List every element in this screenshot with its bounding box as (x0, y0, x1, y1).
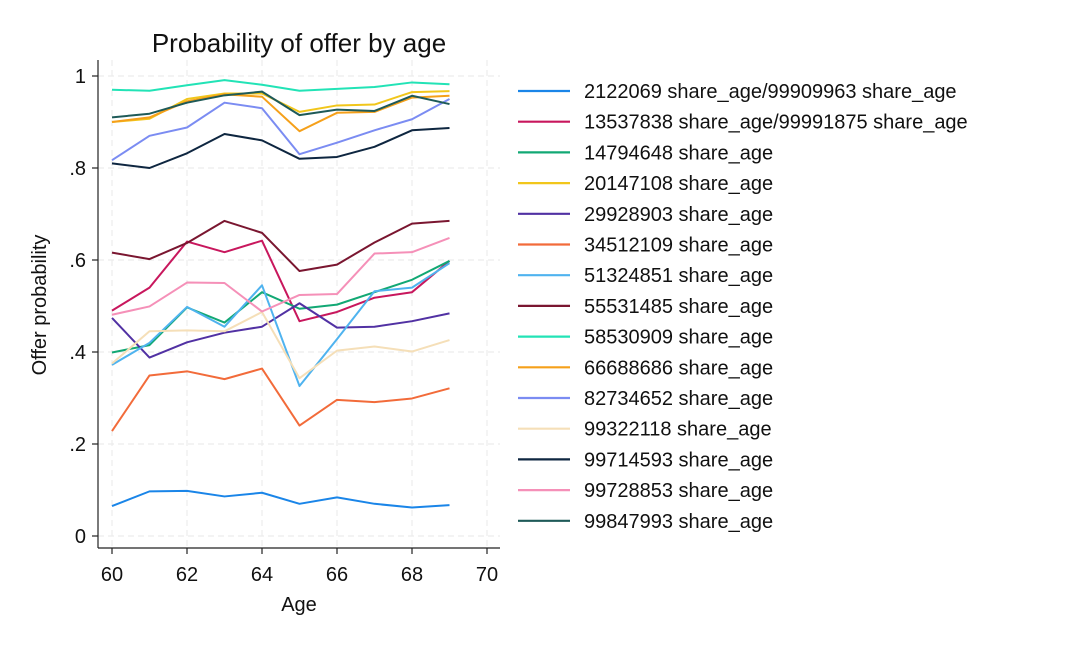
legend-label: 34512109 share_age (584, 235, 773, 257)
legend-label: 55531485 share_age (584, 296, 773, 318)
legend-label: 14794648 share_age (584, 142, 773, 164)
x-tick-label: 66 (326, 564, 348, 586)
legend-item: 99322118 share_age (518, 419, 772, 441)
legend-label: 13537838 share_age/99991875 share_age (584, 112, 968, 134)
legend-item: 99847993 share_age (518, 511, 773, 533)
y-tick-label: .6 (69, 250, 86, 272)
series-line-2 (111, 239, 451, 323)
x-tick-label: 70 (476, 564, 498, 586)
legend-label: 99714593 share_age (584, 449, 773, 471)
series-lines (111, 79, 451, 509)
series-line-8 (111, 219, 450, 273)
legend-label: 20147108 share_age (584, 173, 773, 195)
legend-label: 99728853 share_age (584, 480, 773, 502)
axes: 0 .2 .4 .6 .8 1 60 62 64 66 68 70 (69, 60, 500, 586)
legend-item: 66688686 share_age (518, 357, 773, 379)
series-line-1 (111, 489, 450, 509)
legend-label: 29928903 share_age (584, 204, 773, 226)
legend-item: 58530909 share_age (518, 327, 773, 349)
series-line-5 (111, 302, 450, 359)
legend-item: 20147108 share_age (518, 173, 773, 195)
legend-label: 82734652 share_age (584, 388, 773, 410)
legend: 2122069 share_age/99909963 share_age 1353… (518, 81, 968, 533)
legend-label: 51324851 share_age (584, 265, 773, 287)
legend-label: 99322118 share_age (584, 419, 772, 441)
y-tick-label: .2 (69, 434, 86, 456)
series-line-7 (111, 262, 451, 388)
legend-item: 82734652 share_age (518, 388, 773, 410)
legend-item: 34512109 share_age (518, 235, 773, 257)
y-tick-label: 0 (75, 526, 86, 548)
y-tick-label: 1 (75, 66, 86, 88)
legend-item: 14794648 share_age (518, 142, 773, 164)
legend-label: 58530909 share_age (584, 327, 773, 349)
series-line-12 (111, 310, 450, 380)
x-tick-label: 60 (101, 564, 123, 586)
y-axis-label: Offer probability (29, 235, 51, 376)
series-line-15 (111, 90, 450, 119)
legend-item: 29928903 share_age (518, 204, 773, 226)
legend-item: 51324851 share_age (518, 265, 773, 287)
series-line-11 (111, 98, 450, 162)
series-line-9 (111, 79, 450, 92)
series-line-6 (111, 367, 450, 432)
legend-label: 66688686 share_age (584, 357, 773, 379)
legend-item: 2122069 share_age/99909963 share_age (518, 81, 957, 103)
y-tick-label: .8 (69, 158, 86, 180)
legend-item: 13537838 share_age/99991875 share_age (518, 112, 968, 134)
legend-item: 99714593 share_age (518, 449, 773, 471)
series-line-10 (111, 93, 450, 133)
legend-item: 55531485 share_age (518, 296, 773, 318)
x-axis-label: Age (281, 594, 317, 616)
legend-item: 99728853 share_age (518, 480, 773, 502)
series-line-13 (111, 126, 450, 169)
series-line-14 (111, 236, 450, 316)
legend-label: 2122069 share_age/99909963 share_age (584, 81, 957, 103)
x-tick-label: 68 (401, 564, 423, 586)
x-tick-label: 62 (176, 564, 198, 586)
legend-label: 99847993 share_age (584, 511, 773, 533)
y-tick-label: .4 (69, 342, 86, 364)
x-tick-label: 64 (251, 564, 273, 586)
chart-title: Probability of offer by age (152, 28, 446, 58)
